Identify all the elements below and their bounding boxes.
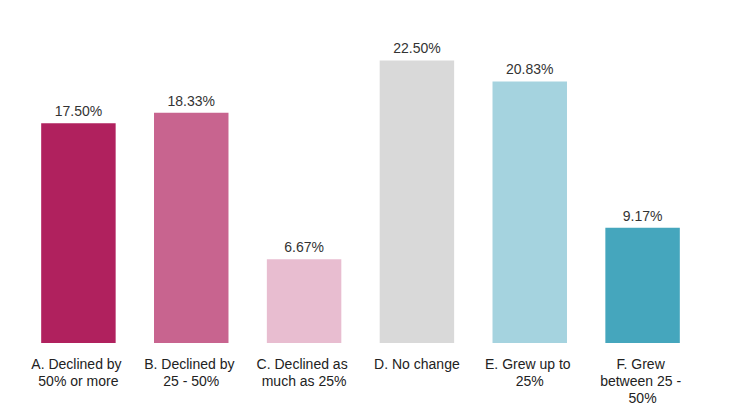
svg-text:22.50%: 22.50%	[393, 40, 440, 56]
svg-text:50% or more: 50% or more	[38, 373, 118, 389]
svg-text:6.67%: 6.67%	[284, 239, 324, 255]
svg-text:much as 25%: much as 25%	[262, 373, 347, 389]
svg-text:50%: 50%	[629, 390, 657, 406]
svg-text:B. Declined by: B. Declined by	[144, 356, 238, 372]
svg-text:20.83%: 20.83%	[506, 61, 553, 77]
svg-text:17.50%: 17.50%	[55, 103, 102, 119]
svg-text:between 25 -: between 25 -	[600, 373, 685, 389]
svg-text:18.33%: 18.33%	[168, 93, 215, 109]
svg-text:F. Grew: F. Grew	[617, 356, 669, 372]
svg-text:9.17%: 9.17%	[623, 208, 663, 224]
svg-text:25%: 25%	[516, 373, 544, 389]
svg-text:C. Declined as: C. Declined as	[257, 356, 352, 372]
svg-text:A. Declined by: A. Declined by	[31, 356, 125, 372]
svg-text:25 - 50%: 25 - 50%	[163, 373, 219, 389]
svg-text:D. No change: D. No change	[374, 356, 460, 372]
svg-text:E. Grew up to: E. Grew up to	[485, 356, 574, 372]
